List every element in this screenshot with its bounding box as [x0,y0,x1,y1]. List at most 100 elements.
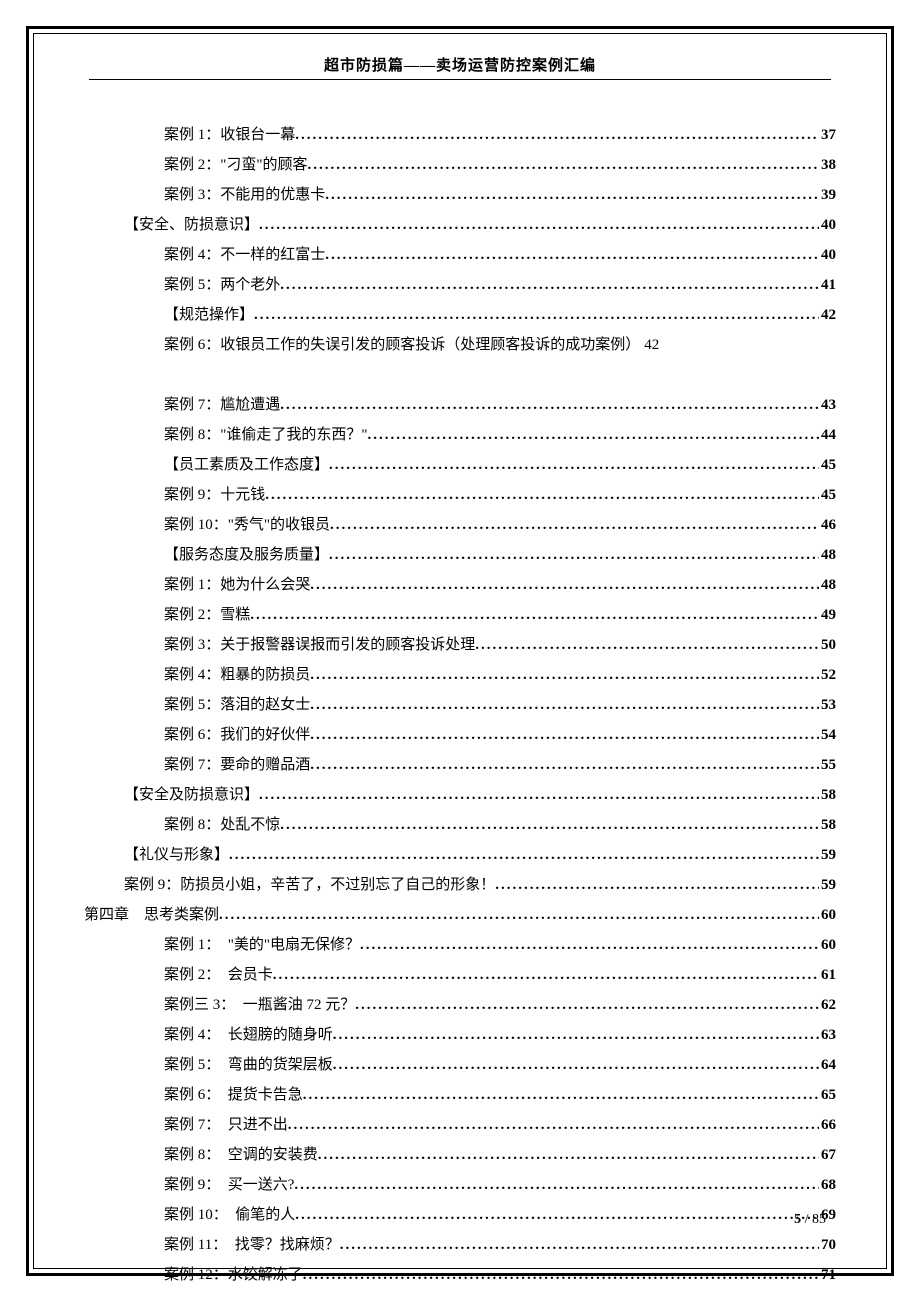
toc-page: 42 [640,330,659,360]
toc-page: 68 [819,1170,836,1200]
toc-row: 案例 4：粗暴的防损员 52 [84,660,836,690]
toc-page: 66 [819,1110,836,1140]
toc-row: 【礼仪与形象】 59 [84,840,836,870]
toc-label: 案例 11： 找零？找麻烦？ [164,1230,340,1260]
toc-page: 65 [819,1080,836,1110]
page-sep: / [801,1212,812,1227]
toc-dots [280,270,819,300]
toc-label: 案例 1：她为什么会哭 [164,570,310,600]
toc-page: 61 [819,960,836,990]
toc-page: 64 [819,1050,836,1080]
toc-label: 案例 4：粗暴的防损员 [164,660,310,690]
toc-row: 案例 9：防损员小姐，辛苦了，不过别忘了自己的形象！59 [84,870,836,900]
toc-dots [495,870,819,900]
toc-dots [308,150,820,180]
toc-dots [325,180,819,210]
toc-label: 案例 6： 提货卡告急 [164,1080,303,1110]
toc-page: 53 [819,690,836,720]
toc-label: 案例 1： "美的"电扇无保修？ [164,930,360,960]
toc-label: 案例 10： 偷笔的人 [164,1200,295,1230]
toc-row: 案例 12：水饺解冻了71 [84,1260,836,1290]
toc-dots [303,1080,819,1110]
toc-dots [259,780,819,810]
toc-label: 案例 1：收银台一幕 [164,120,295,150]
toc-row: 【安全及防损意识】58 [84,780,836,810]
toc-label: 【礼仪与形象】 [124,840,229,870]
toc-row: 案例 8："谁偷走了我的东西？"44 [84,420,836,450]
toc-label: 案例 2：雪糕 [164,600,250,630]
toc-page: 59 [819,840,836,870]
toc-row: 案例 7：尴尬遭遇 43 [84,390,836,420]
page-header: 超市防损篇——卖场运营防控案例汇编 [89,54,831,80]
toc-page: 52 [819,660,836,690]
table-of-contents: 案例 1：收银台一幕37案例 2："刁蛮"的顾客 38 案例 3：不能用的优惠卡 39… [84,120,836,1290]
toc-page: 45 [819,480,836,510]
toc-dots [288,1110,819,1140]
outer-frame: 超市防损篇——卖场运营防控案例汇编 案例 1：收银台一幕37案例 2："刁蛮"的… [26,26,894,1276]
toc-page: 62 [819,990,836,1020]
toc-dots [333,1020,819,1050]
toc-label: 案例 4： 长翅膀的随身听 [164,1020,333,1050]
toc-label: 案例 6：收银员工作的失误引发的顾客投诉（处理顾客投诉的成功案例） [164,330,640,360]
page-total: 85 [812,1212,826,1227]
toc-page: 40 [819,240,836,270]
toc-page: 44 [819,420,836,450]
toc-label: 案例 9：防损员小姐，辛苦了，不过别忘了自己的形象！ [124,870,495,900]
toc-page: 38 [819,150,836,180]
toc-dots [340,1230,819,1260]
toc-label: 案例 5：两个老外 [164,270,280,300]
toc-dots [355,990,819,1020]
toc-dots [310,570,819,600]
toc-dots [219,900,819,930]
toc-dots [310,720,819,750]
toc-dots [254,300,819,330]
toc-dots [295,120,819,150]
toc-page: 50 [819,630,836,660]
toc-label: 第四章 思考类案例 [84,900,219,930]
toc-dots [265,480,819,510]
toc-row: 案例 2："刁蛮"的顾客 38 [84,150,836,180]
toc-label: 【规范操作】 [164,300,254,330]
toc-label: 【服务态度及服务质量】 [164,540,329,570]
toc-label: 案例 5：落泪的赵女士 [164,690,310,720]
toc-page: 39 [819,180,836,210]
toc-blank [84,360,836,390]
toc-dots [229,840,819,870]
toc-row: 案例 5：落泪的赵女士 53 [84,690,836,720]
inner-frame: 超市防损篇——卖场运营防控案例汇编 案例 1：收银台一幕37案例 2："刁蛮"的… [33,33,887,1269]
toc-dots [250,600,819,630]
toc-row: 案例 5：两个老外 41 [84,270,836,300]
toc-label: 【安全、防损意识】 [124,210,259,240]
toc-label: 案例 8：处乱不惊 [164,810,280,840]
toc-page: 58 [819,780,836,810]
toc-page: 48 [819,540,836,570]
toc-label: 案例 8： 空调的安装费 [164,1140,318,1170]
toc-dots [330,510,819,540]
toc-dots [329,540,819,570]
toc-page: 41 [819,270,836,300]
toc-row: 案例 1：收银台一幕37 [84,120,836,150]
toc-label: 案例 2： 会员卡 [164,960,273,990]
toc-label: 案例 3：关于报警器误报而引发的顾客投诉处理 [164,630,475,660]
toc-dots [310,750,819,780]
toc-page: 63 [819,1020,836,1050]
toc-label: 案例三 3： 一瓶酱油 72 元？ [164,990,355,1020]
toc-page: 45 [819,450,836,480]
toc-label: 案例 10："秀气"的收银员 [164,510,330,540]
toc-row: 案例 9： 买一送六?68 [84,1170,836,1200]
toc-row: 案例 7： 只进不出66 [84,1110,836,1140]
toc-page: 43 [819,390,836,420]
toc-row: 【服务态度及服务质量】 48 [84,540,836,570]
toc-dots [280,390,819,420]
toc-dots [310,660,819,690]
toc-label: 案例 7：尴尬遭遇 [164,390,280,420]
toc-page: 55 [819,750,836,780]
toc-label: 案例 4：不一样的红富士 [164,240,325,270]
toc-row: 【安全、防损意识】40 [84,210,836,240]
toc-dots [333,1050,819,1080]
toc-row: 案例 1： "美的"电扇无保修？60 [84,930,836,960]
toc-row: 案例 8：处乱不惊58 [84,810,836,840]
toc-label: 案例 3：不能用的优惠卡 [164,180,325,210]
toc-label: 案例 2："刁蛮"的顾客 [164,150,308,180]
toc-dots [295,1200,819,1230]
